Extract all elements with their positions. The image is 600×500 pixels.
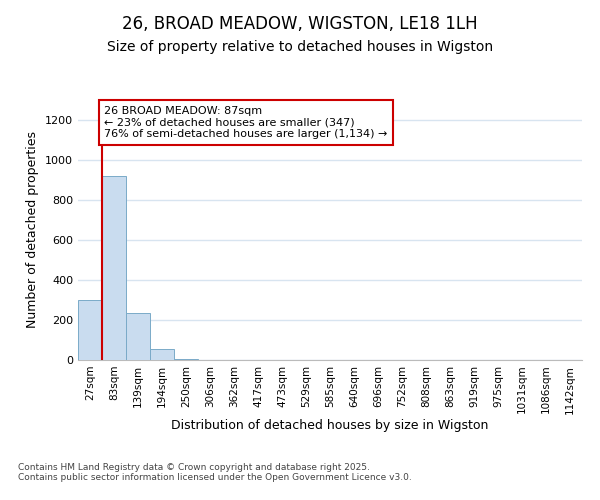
Bar [126, 313, 150, 360]
Y-axis label: Number of detached properties: Number of detached properties [26, 132, 40, 328]
Bar [174, 359, 198, 360]
Bar [78, 300, 102, 360]
Text: 26, BROAD MEADOW, WIGSTON, LE18 1LH: 26, BROAD MEADOW, WIGSTON, LE18 1LH [122, 15, 478, 33]
Bar [150, 349, 174, 360]
X-axis label: Distribution of detached houses by size in Wigston: Distribution of detached houses by size … [172, 419, 488, 432]
Bar [102, 176, 126, 360]
Text: Size of property relative to detached houses in Wigston: Size of property relative to detached ho… [107, 40, 493, 54]
Text: Contains HM Land Registry data © Crown copyright and database right 2025.
Contai: Contains HM Land Registry data © Crown c… [18, 463, 412, 482]
Text: 26 BROAD MEADOW: 87sqm
← 23% of detached houses are smaller (347)
76% of semi-de: 26 BROAD MEADOW: 87sqm ← 23% of detached… [104, 106, 388, 139]
